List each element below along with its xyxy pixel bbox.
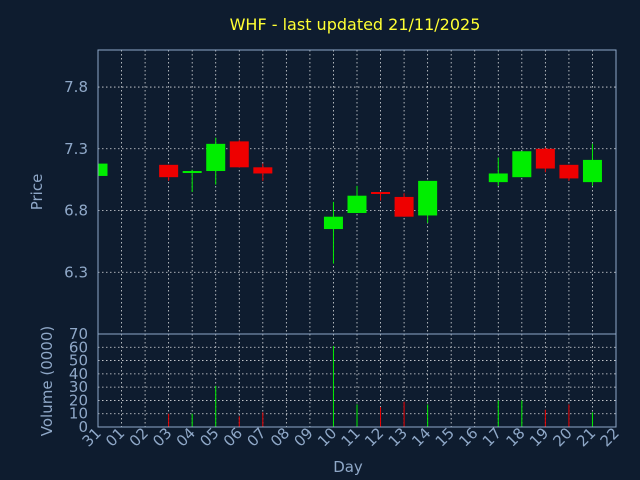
price-grid	[97, 50, 617, 334]
candle-body	[182, 171, 202, 174]
candle-body	[229, 141, 249, 168]
price-tick-label: 7.8	[64, 78, 88, 96]
volume-tick-label: 0	[78, 418, 88, 436]
candle-body	[206, 143, 226, 172]
candle-body	[347, 195, 367, 213]
x-tick-label: 19	[526, 424, 552, 450]
price-axis-label: Price	[28, 174, 46, 211]
price-tick-label: 7.3	[64, 140, 88, 158]
x-tick-label: 07	[243, 424, 269, 450]
x-tick-label: 15	[432, 424, 458, 450]
x-tick-label: 21	[573, 424, 599, 450]
candle-body	[418, 180, 438, 216]
x-tick-label: 20	[550, 424, 576, 450]
volume-tick-label: 20	[69, 391, 88, 409]
candle-body	[98, 163, 108, 176]
candle-body	[323, 216, 343, 230]
volume-tick-label: 40	[69, 365, 88, 383]
volume-tick-label: 30	[69, 378, 88, 396]
price-y-ticks: 6.3 6.8 7.3 7.8	[64, 78, 88, 281]
candle-body	[488, 173, 508, 183]
candle-body	[582, 159, 602, 183]
price-tick-label: 6.8	[64, 202, 88, 220]
volume-bars	[168, 345, 593, 427]
price-panel: 6.3 6.8 7.3 7.8 Price	[28, 49, 617, 335]
x-tick-label: 14	[408, 424, 434, 450]
candle-body	[512, 151, 532, 178]
x-tick-label: 09	[291, 424, 317, 450]
candle-body	[394, 196, 414, 217]
chart-title: WHF - last updated 21/11/2025	[230, 15, 481, 34]
candle-body	[371, 192, 391, 194]
volume-frame	[97, 333, 617, 428]
x-axis-ticks: 3101020304050607080910111213141516171819…	[79, 424, 623, 450]
volume-tick-label: 70	[69, 325, 88, 343]
candle-body	[253, 167, 273, 174]
volume-tick-label: 10	[69, 405, 88, 423]
x-axis-label: Day	[333, 458, 363, 476]
candle-body	[535, 148, 555, 169]
x-tick-label: 16	[455, 424, 481, 450]
x-tick-label: 12	[361, 424, 387, 450]
x-tick-label: 01	[102, 424, 128, 450]
x-tick-label: 06	[220, 424, 246, 450]
candle-body	[159, 164, 179, 178]
x-tick-label: 08	[267, 424, 293, 450]
x-tick-label: 05	[196, 424, 222, 450]
x-tick-label: 11	[338, 424, 364, 450]
volume-tick-label: 50	[69, 352, 88, 370]
candle-body	[559, 164, 579, 179]
x-tick-label: 04	[173, 424, 199, 450]
candles	[97, 137, 602, 264]
price-tick-label: 6.3	[64, 263, 88, 281]
x-tick-label: 17	[479, 424, 505, 450]
x-tick-label: 13	[385, 424, 411, 450]
x-tick-label: 22	[597, 424, 623, 450]
volume-tick-label: 60	[69, 338, 88, 356]
x-tick-label: 18	[502, 424, 528, 450]
x-tick-label: 03	[149, 424, 175, 450]
volume-axis-label: Volume (0000)	[38, 326, 56, 436]
x-tick-label: 02	[126, 424, 152, 450]
x-tick-label: 10	[314, 424, 340, 450]
